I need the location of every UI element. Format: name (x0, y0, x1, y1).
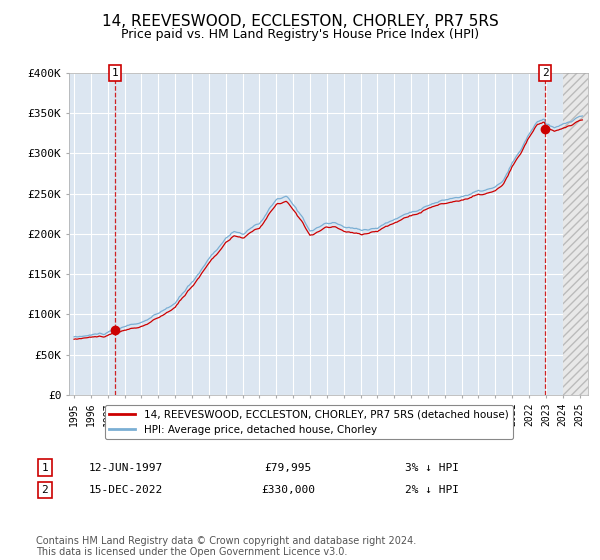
Text: 2: 2 (542, 68, 548, 78)
Text: 12-JUN-1997: 12-JUN-1997 (89, 463, 163, 473)
Legend: 14, REEVESWOOD, ECCLESTON, CHORLEY, PR7 5RS (detached house), HPI: Average price: 14, REEVESWOOD, ECCLESTON, CHORLEY, PR7 … (105, 405, 513, 439)
Text: £330,000: £330,000 (261, 485, 315, 495)
Bar (563, 73, 600, 395)
Text: 1: 1 (41, 463, 49, 473)
Text: 3% ↓ HPI: 3% ↓ HPI (405, 463, 459, 473)
Text: Price paid vs. HM Land Registry's House Price Index (HPI): Price paid vs. HM Land Registry's House … (121, 28, 479, 41)
Text: 15-DEC-2022: 15-DEC-2022 (89, 485, 163, 495)
Text: Contains HM Land Registry data © Crown copyright and database right 2024.
This d: Contains HM Land Registry data © Crown c… (36, 535, 416, 557)
Text: 2: 2 (41, 485, 49, 495)
Text: 14, REEVESWOOD, ECCLESTON, CHORLEY, PR7 5RS: 14, REEVESWOOD, ECCLESTON, CHORLEY, PR7 … (101, 14, 499, 29)
Text: 2% ↓ HPI: 2% ↓ HPI (405, 485, 459, 495)
Text: 1: 1 (112, 68, 119, 78)
Text: £79,995: £79,995 (265, 463, 311, 473)
